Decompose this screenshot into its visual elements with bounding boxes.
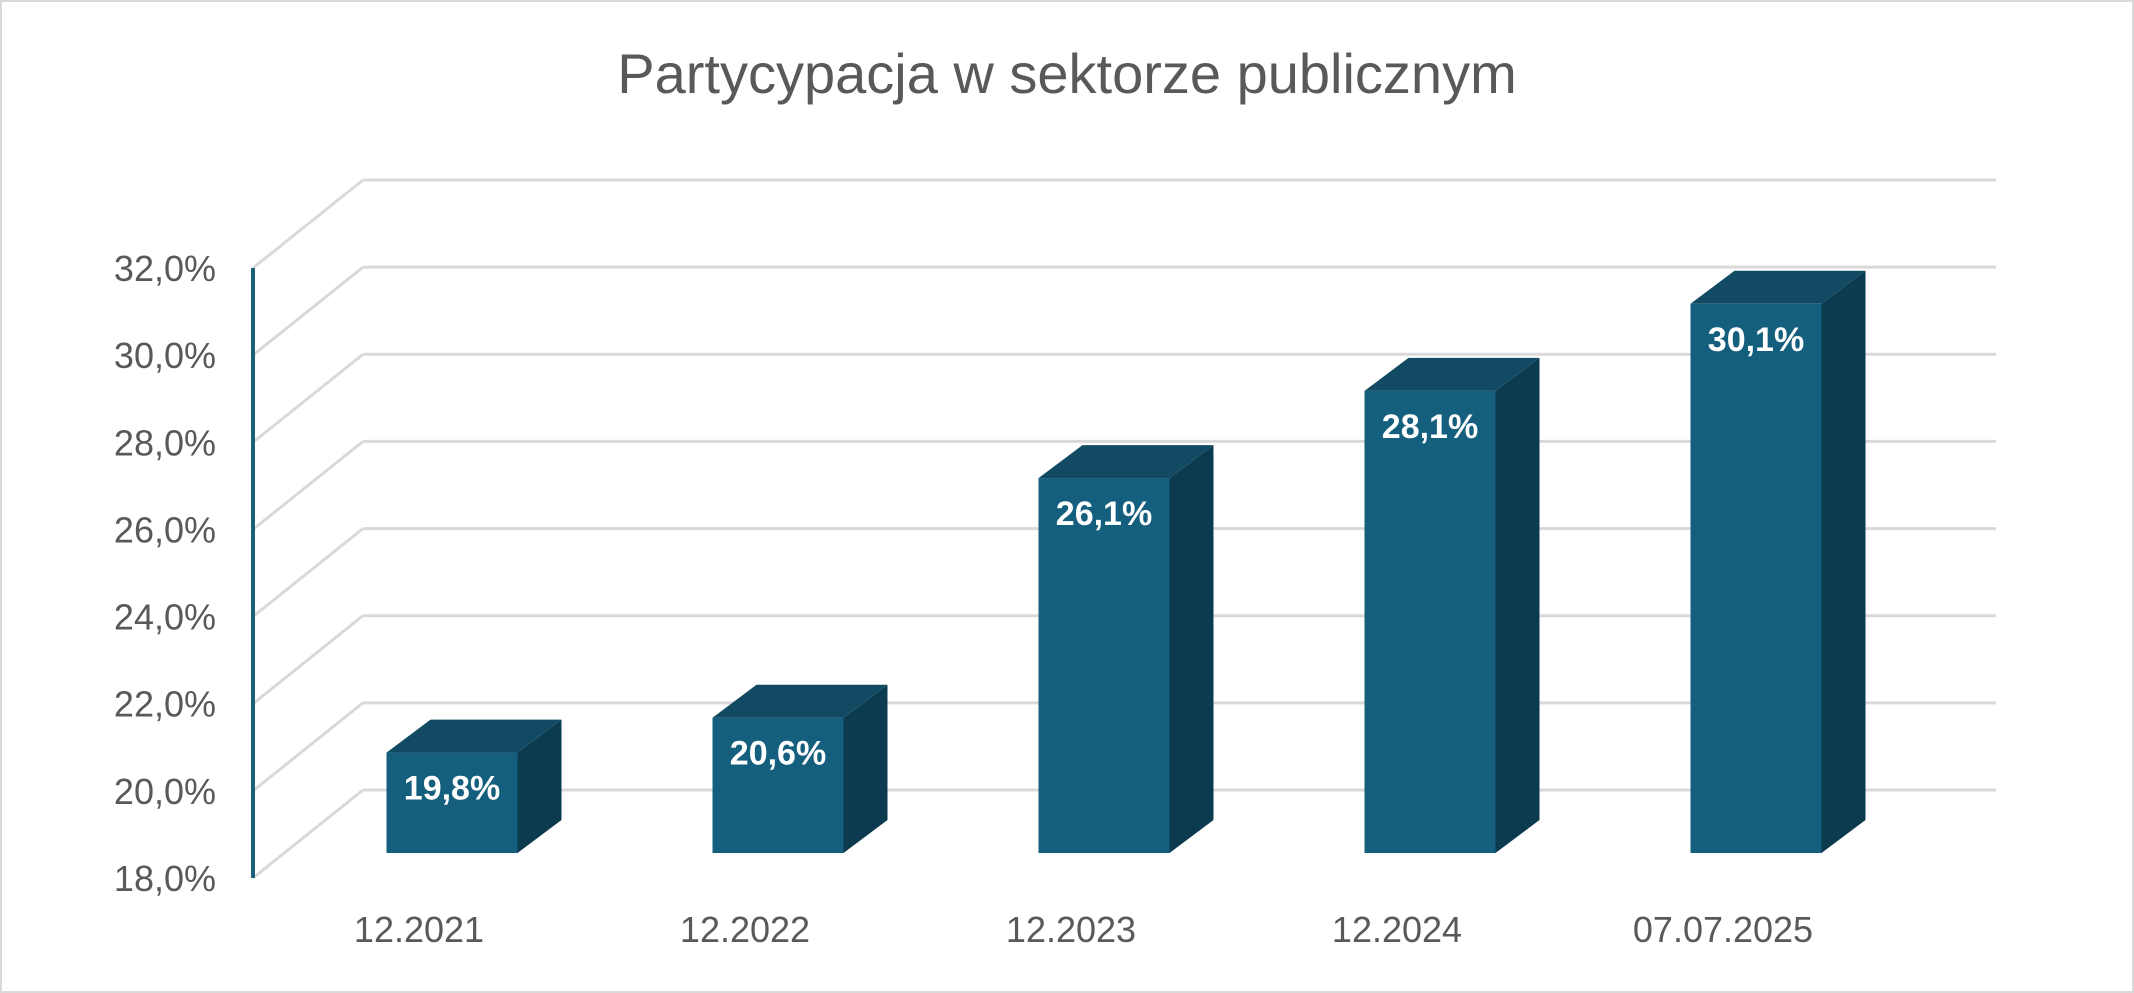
gridline-depth [252,178,364,270]
y-tick-label: 22,0% [114,684,216,725]
bar-top [1038,445,1214,479]
y-tick-label: 18,0% [114,858,216,899]
bar-top [712,684,888,718]
bar [1364,357,1540,853]
y-tick-label: 24,0% [114,597,216,638]
chart-title: Partycypacja w sektorze publicznym [617,42,1516,105]
data-label: 19,8% [404,770,500,808]
bar-top [386,719,562,753]
label-layer: 19,8% 12.2021 20,6% 12.2022 26,1% 12.2023 28,1… [354,321,1813,950]
data-label: 26,1% [1056,495,1152,533]
bar [1690,270,1866,853]
gridline-depth [252,265,364,357]
data-label: 20,6% [730,735,826,773]
bar [1038,445,1214,853]
axis-layer: 18,0% 20,0% 22,0% 24,0% 26,0% 28,0% 30,0% 32,0% [114,248,255,899]
x-tick-label: 12.2022 [680,909,810,950]
x-tick-label: 07.07.2025 [1633,909,1813,950]
y-tick-label: 32,0% [114,248,216,289]
y-tick-label: 26,0% [114,509,216,550]
data-label: 28,1% [1382,408,1478,446]
y-tick-label: 30,0% [114,335,216,376]
x-tick-label: 12.2023 [1006,909,1136,950]
bar-top [1690,270,1866,304]
bar-side [843,684,888,853]
data-label: 30,1% [1708,321,1804,359]
gridline-depth [252,701,364,793]
gridline-depth [252,527,364,618]
bar-side [1495,357,1540,853]
y-tick-label: 20,0% [114,771,216,812]
bar [712,684,888,853]
gridline-depth [252,353,364,444]
bar-front [712,717,844,853]
gridline-depth [252,788,364,880]
bar-top [1364,357,1540,391]
bar-side [517,719,562,853]
y-tick-label: 28,0% [114,422,216,463]
bar-front [386,752,518,853]
x-tick-label: 12.2021 [354,909,484,950]
x-tick-label: 12.2024 [1332,909,1462,950]
bar [386,719,562,853]
bar-side [1169,445,1214,853]
bar-layer [386,270,1866,853]
bar-front [1038,478,1170,853]
gridline-depth [252,614,364,705]
bar-side [1821,270,1866,853]
bar-front [1364,390,1496,853]
bar-front [1690,303,1822,853]
gridline-depth [252,440,364,531]
